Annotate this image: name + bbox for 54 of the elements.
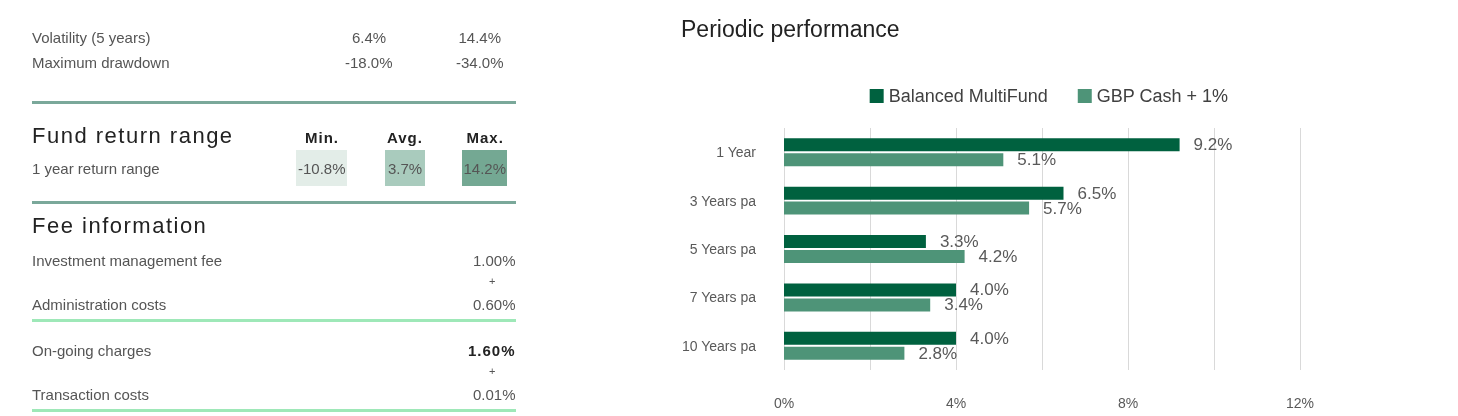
text: 1.00%	[473, 251, 516, 269]
text: 3.7%	[388, 159, 423, 177]
y-tick-label: 7 Years pa	[689, 289, 757, 306]
text: Maximum drawdown	[32, 53, 170, 71]
y-tick-label: 10 Years pa	[682, 337, 757, 354]
x-tick-label: 4%	[945, 395, 967, 411]
text: Fund return range	[32, 123, 234, 149]
bar	[784, 153, 1004, 167]
y-tick-label: 1 Year	[716, 144, 757, 161]
bar	[784, 235, 926, 249]
text: Investment management fee	[32, 251, 223, 269]
legend-label: Balanced MultiFund	[888, 86, 1048, 106]
text: Administration costs	[32, 295, 167, 313]
bar	[784, 249, 965, 263]
text: 1 year return range	[32, 159, 160, 177]
x-tick-label: 8%	[1117, 395, 1139, 411]
data-label: 3.4%	[944, 295, 983, 315]
text: -10.8%	[298, 159, 346, 177]
legend-label: GBP Cash + 1%	[1096, 86, 1229, 106]
y-tick-label: 5 Years pa	[689, 241, 757, 257]
text: 14.2%	[463, 159, 507, 177]
text: Avg.	[387, 128, 423, 146]
text: -18.0%	[345, 53, 393, 71]
bar	[784, 201, 1030, 215]
data-label: 4.0%	[970, 328, 1009, 348]
text: On-going charges	[32, 341, 152, 359]
data-label: 3.3%	[939, 232, 979, 252]
bar	[784, 298, 931, 312]
data-label: 5.1%	[1017, 150, 1057, 170]
text: -34.0%	[456, 53, 504, 71]
text: Volatility (5 years)	[32, 28, 151, 46]
y-tick-label: 3 Years pa	[689, 192, 757, 209]
text: Transaction costs	[32, 385, 149, 403]
bar	[784, 346, 905, 360]
text: 1.60%	[468, 341, 516, 359]
data-label: 2.8%	[918, 343, 958, 363]
text: Fee information	[32, 213, 208, 239]
text: Max.	[466, 128, 504, 146]
text: 0.01%	[473, 385, 516, 403]
text: +	[489, 275, 496, 287]
bar	[784, 331, 956, 345]
text: 14.4%	[458, 28, 502, 46]
data-label: 4.2%	[978, 246, 1018, 266]
text: Min.	[305, 128, 339, 146]
bar	[784, 283, 956, 297]
bar	[784, 138, 1180, 152]
x-tick-label: 0%	[773, 395, 795, 411]
chart-title: Periodic performance	[681, 15, 900, 42]
text: +	[489, 365, 496, 377]
bar	[784, 186, 1064, 200]
text: 6.4%	[352, 28, 387, 46]
x-tick-label: 12%	[1285, 395, 1315, 411]
data-label: 9.2%	[1193, 135, 1233, 155]
text: 0.60%	[473, 295, 516, 313]
